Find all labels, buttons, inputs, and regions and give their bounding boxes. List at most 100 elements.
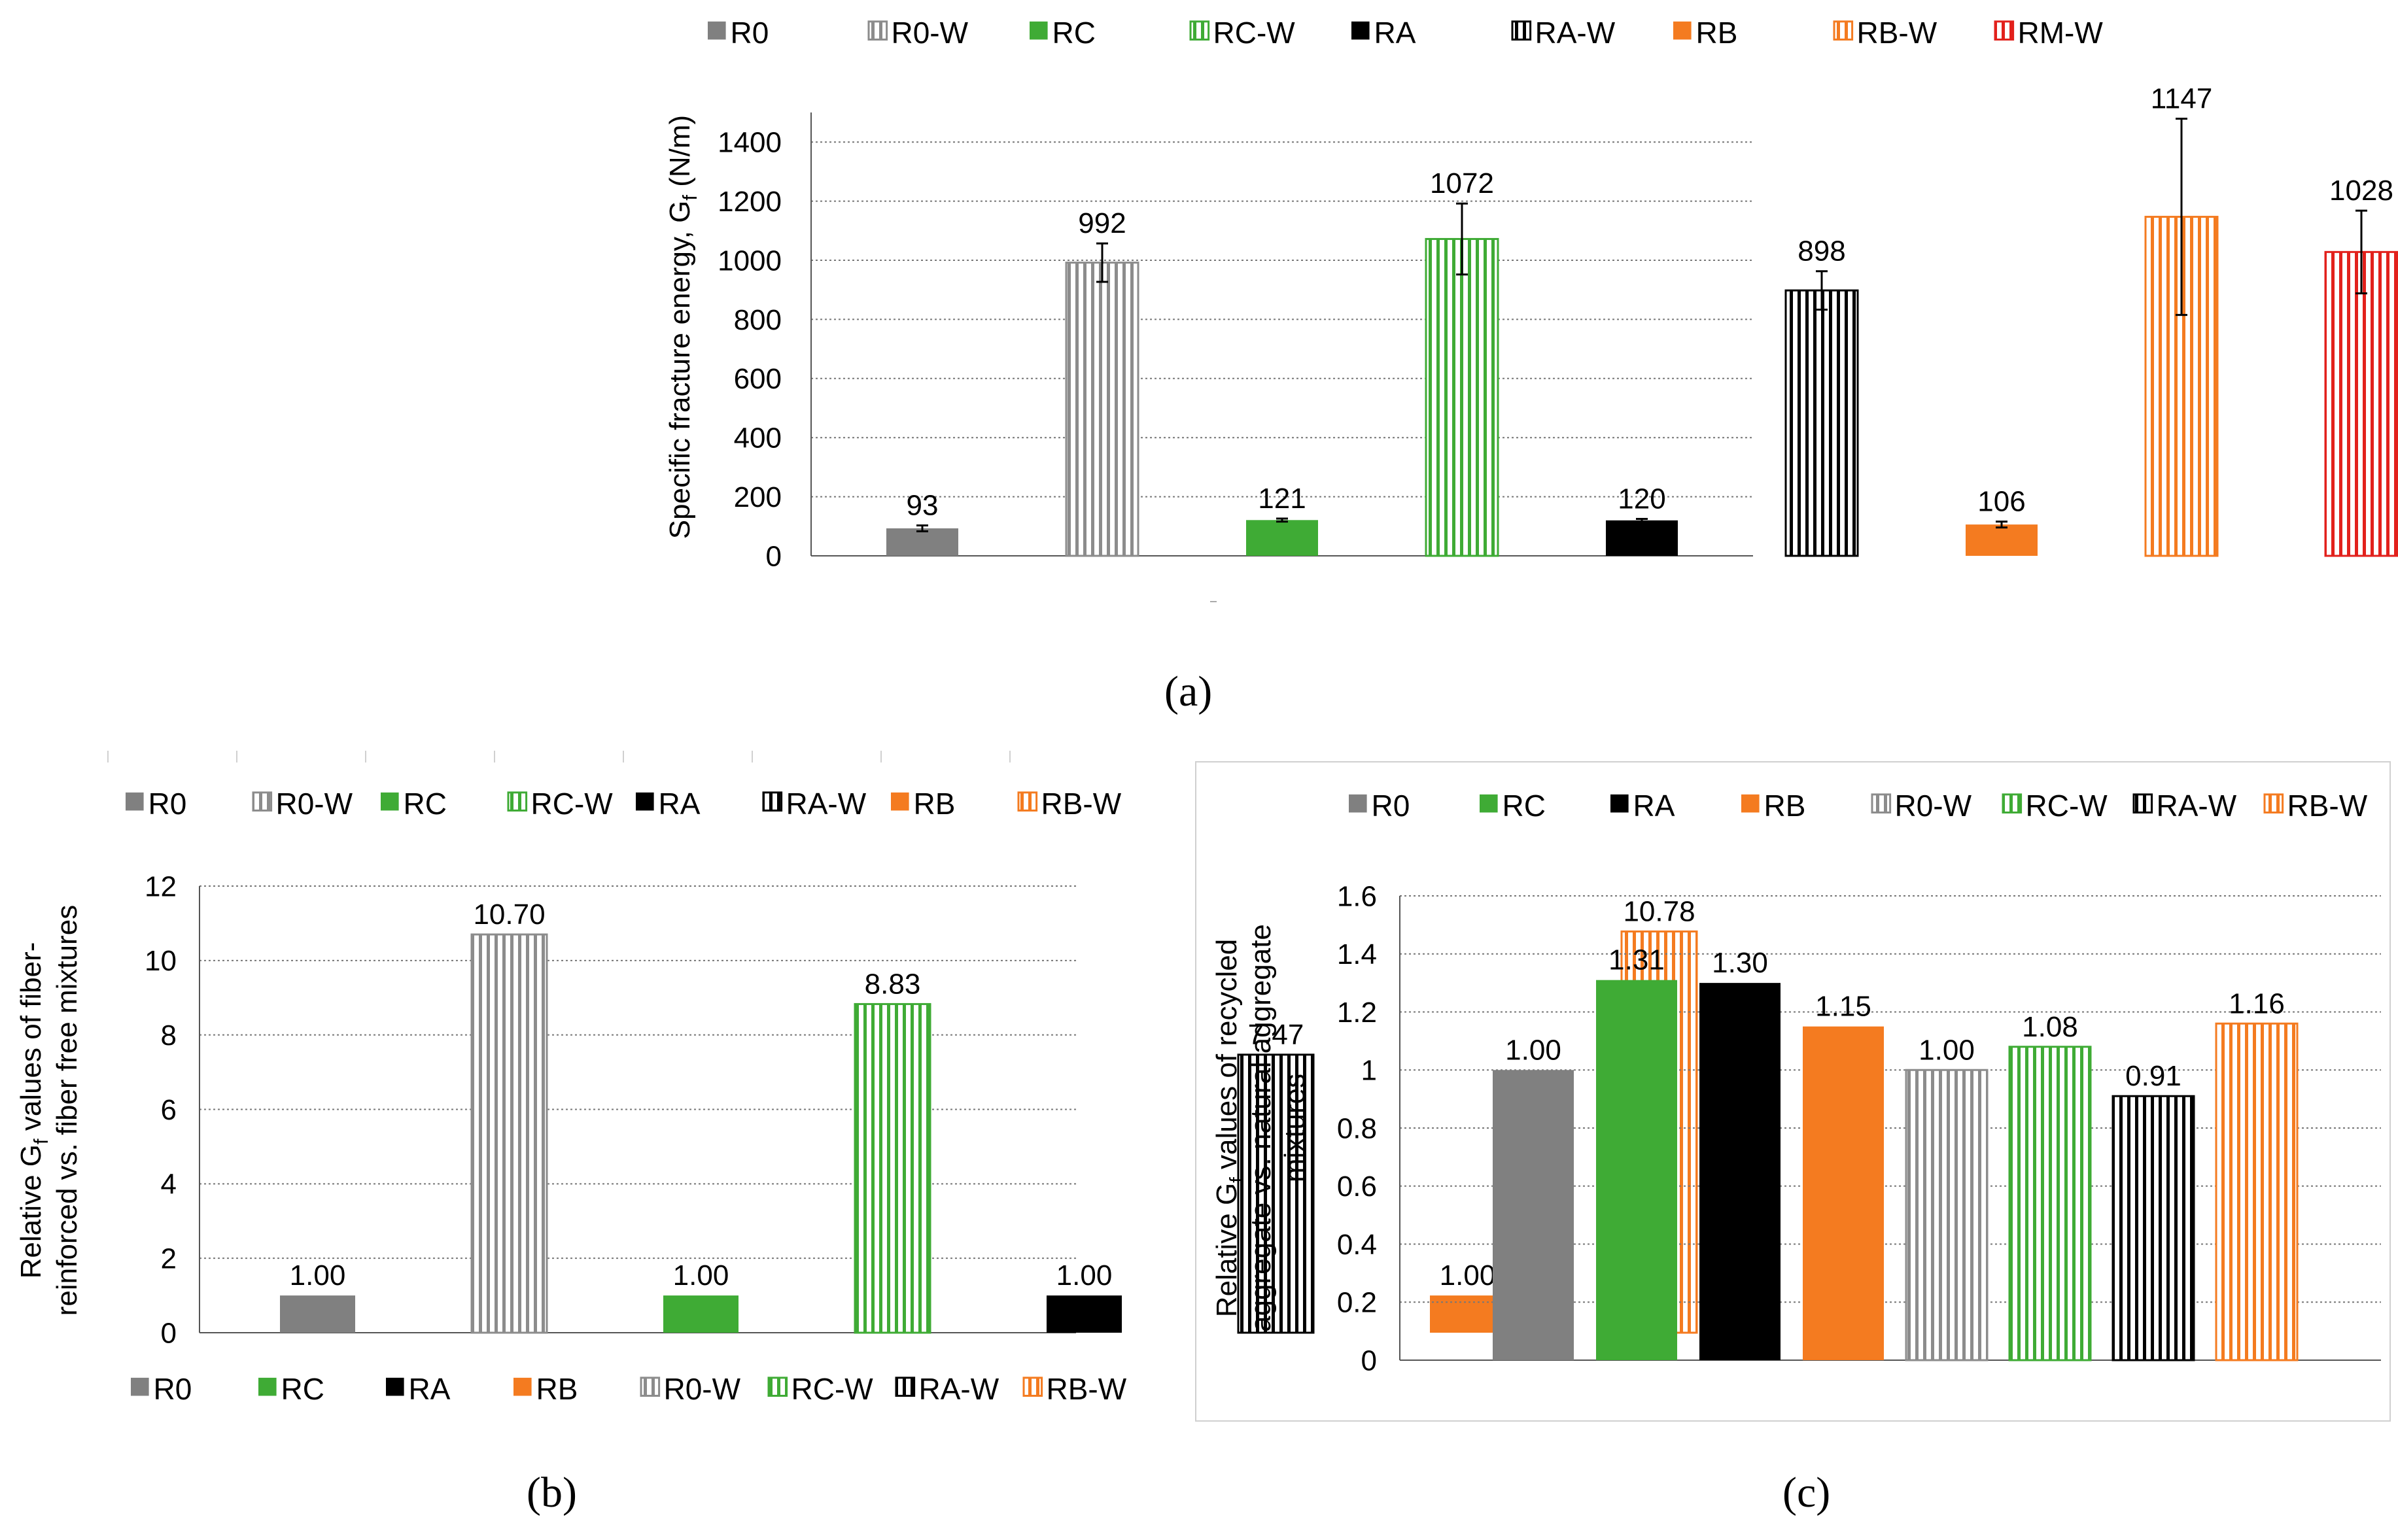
data-label-ra: 120 — [1618, 483, 1665, 515]
legend-label-rm-w: RM-W — [2018, 16, 2104, 50]
data-label-ra: 1.00 — [1056, 1259, 1113, 1292]
legend-label-r0-w: R0-W — [892, 16, 969, 50]
error-bar-rb-w — [2176, 117, 2187, 317]
legend-label-ra-w: RA-W — [2157, 789, 2237, 823]
legend-label-rc-w: RC-W — [791, 1372, 874, 1406]
y-tick-label: 0.2 — [1337, 1287, 1377, 1319]
legend-label-ra: RA — [659, 787, 701, 821]
data-label-ra-w: 898 — [1798, 235, 1845, 267]
legend-swatch-r0-w — [1871, 793, 1892, 813]
caption-a: (a) — [1164, 668, 1213, 715]
bar-r0 — [280, 1295, 355, 1333]
gridlines — [200, 885, 1076, 1259]
legend-label-r0: R0 — [731, 16, 769, 50]
data-label-rb: 1.00 — [1440, 1259, 1496, 1292]
legend-swatch-rb-w — [1833, 20, 1854, 41]
bar-ra-w — [1237, 1053, 1315, 1334]
caption-c: (c) — [1782, 1469, 1831, 1516]
legend-b-bottom: R0 RC RA RB R0-W RC-W RA-W RB-W — [131, 1372, 1127, 1406]
legend-swatch-rc-w — [507, 791, 528, 812]
bar-r0 — [886, 528, 958, 556]
data-label-rc-w: 1.08 — [2022, 1011, 2078, 1043]
bar-ra — [1699, 983, 1781, 1360]
caption-b: (b) — [527, 1469, 577, 1516]
data-label-r0-w: 1.00 — [1919, 1034, 1975, 1066]
legend-label-rc: RC — [404, 787, 447, 821]
y-tick-label: 8 — [161, 1019, 177, 1052]
data-label-r0: 93 — [907, 489, 939, 521]
chart-c-relative-aggregate: R0 RC RA RB R0-W RC-W RA-W RB-W 0 0.2 0.4 0.6 0.8 1 1.… — [1195, 761, 2391, 1422]
legend-label-r0-w: R0-W — [1895, 789, 1972, 823]
y-tick-label: 2 — [161, 1243, 177, 1275]
y-tick-label: 0 — [1361, 1344, 1377, 1377]
legend-swatch-r0-w — [867, 20, 888, 41]
legend-swatch-rm-w — [1994, 20, 2015, 41]
legend-label-rc: RC — [1052, 16, 1096, 50]
legend-label-rb: RB — [1764, 789, 1806, 823]
bar-rb-w — [2215, 1022, 2299, 1361]
legend-label-r0-w: R0-W — [664, 1372, 741, 1406]
legend-label-ra-w: RA-W — [919, 1372, 999, 1406]
data-label-ra: 1.30 — [1712, 947, 1768, 979]
y-tick-label: 0.4 — [1337, 1229, 1377, 1261]
data-label-r0: 1.00 — [1505, 1034, 1561, 1066]
legend-swatch-ra-w — [1511, 20, 1532, 41]
bar-rc-w — [2008, 1046, 2092, 1361]
legend-label-ra: RA — [1374, 16, 1416, 50]
error-bar-ra — [1636, 518, 1648, 523]
bar-rc — [1246, 520, 1318, 556]
y-tick-label: 12 — [145, 870, 177, 902]
y-axis-label-line-2: aggregate vs. natural aggregate — [1245, 924, 1277, 1332]
y-tick-label: 1 — [1361, 1055, 1377, 1087]
data-label-rb-w: 1147 — [2151, 82, 2213, 114]
legend-label-ra: RA — [409, 1372, 451, 1406]
bar-rc — [663, 1295, 739, 1333]
legend-label-rb-w: RB-W — [1857, 16, 1938, 50]
data-label-rc-w: 8.83 — [865, 968, 921, 1000]
error-bar-r0 — [916, 524, 928, 532]
legend-swatch-ra — [1351, 21, 1370, 40]
data-label-r0-w: 10.70 — [473, 898, 545, 931]
error-bar-r0-w — [1096, 242, 1108, 283]
bar-rb — [1803, 1026, 1884, 1360]
legend-swatch-r0 — [1349, 794, 1367, 813]
data-label-rb-w: 10.78 — [1623, 895, 1695, 927]
data-label-rb: 1.15 — [1815, 991, 1871, 1023]
legend-swatch-rb — [1673, 21, 1692, 40]
data-label-rm-w: 1028 — [2329, 175, 2393, 207]
legend-label-rb-w: RB-W — [1041, 787, 1122, 821]
y-tick-label: 200 — [734, 481, 782, 513]
legend-swatch-r0-w — [252, 791, 273, 812]
legend-label-rc-w: RC-W — [1213, 16, 1296, 50]
legend-label-ra-w: RA-W — [786, 787, 867, 821]
legend-swatch-rc-w — [767, 1377, 788, 1397]
bar-r0-w — [470, 933, 548, 1334]
legend-swatch-rb-w — [1022, 1377, 1043, 1397]
legend-swatch-rc — [381, 792, 399, 811]
error-bar-rm-w — [2355, 209, 2367, 295]
legend-swatch-r0-w — [640, 1377, 661, 1397]
y-tick-label: 1200 — [718, 186, 782, 218]
y-tick-label: 0 — [161, 1317, 177, 1349]
legend-a: R0 R0-W RC RC-W RA RA-W RB RB-W RM-W — [708, 16, 2103, 50]
bar-rc-w — [854, 1002, 931, 1334]
bar-r0-w — [1065, 262, 1139, 557]
data-label-rc: 1.00 — [673, 1259, 729, 1292]
y-tick-label: 600 — [734, 363, 782, 395]
bar-rc-w — [1425, 237, 1499, 557]
y-tick-label: 0.6 — [1337, 1171, 1377, 1203]
y-tick-label: 4 — [161, 1169, 177, 1201]
legend-swatch-ra-w — [2132, 793, 2153, 813]
panel-c-border — [1195, 761, 2391, 1422]
legend-swatch-rb-w — [2263, 793, 2284, 813]
y-tick-label: 0.8 — [1337, 1112, 1377, 1144]
data-label-r0-w: 992 — [1078, 207, 1126, 239]
y-tick-label: 1.4 — [1337, 938, 1377, 970]
legend-swatch-rc — [258, 1377, 277, 1396]
data-label-rc: 121 — [1258, 483, 1306, 515]
legend-label-rb-w: RB-W — [1047, 1372, 1127, 1406]
y-axis-label-line-1: Relative Gf values of recycled — [1211, 939, 1248, 1317]
bar-r0-w — [1905, 1069, 1989, 1361]
legend-label-r0: R0 — [148, 787, 187, 821]
legend-label-rb: RB — [914, 787, 956, 821]
